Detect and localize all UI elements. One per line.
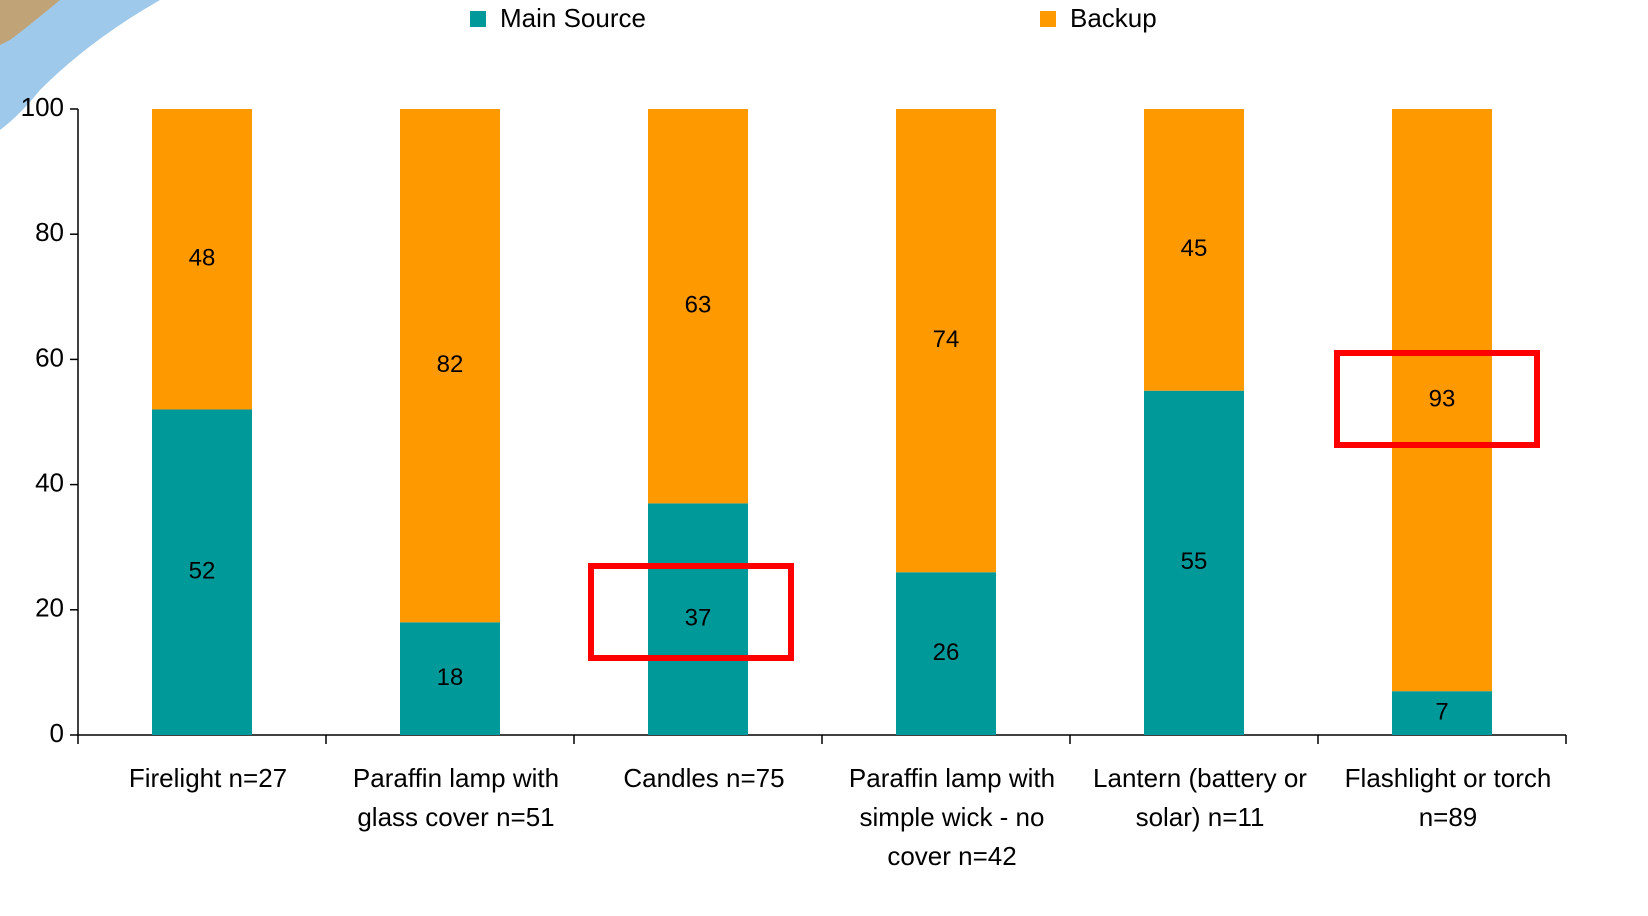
data-label: 52: [189, 558, 216, 585]
data-label: 63: [685, 292, 712, 319]
highlight-box: [1334, 350, 1540, 448]
y-tick-label: 20: [35, 593, 64, 623]
highlight-box: [588, 563, 794, 661]
x-tick-label: Paraffin lamp with simple wick - no cove…: [848, 763, 1056, 871]
x-tick-label: Candles n=75: [623, 763, 785, 793]
x-tick-label: Paraffin lamp with glass cover n=51: [352, 763, 560, 832]
x-tick-label: Firelight n=27: [128, 763, 288, 793]
y-tick-label: 80: [35, 217, 64, 247]
data-label: 82: [437, 351, 464, 378]
bar-segment: [896, 109, 996, 573]
bar-segment: [1392, 109, 1492, 692]
legend-swatch: [470, 11, 486, 27]
data-label: 37: [685, 605, 712, 632]
data-label: 48: [189, 245, 216, 272]
x-tick-label: Flashlight or torch n=89: [1344, 763, 1552, 832]
bar-segment: [648, 503, 748, 735]
data-label: 45: [1181, 235, 1208, 262]
decor-globe: [0, 0, 160, 130]
bar-segment: [896, 572, 996, 735]
legend-swatch: [1040, 11, 1056, 27]
legend-label: Backup: [1070, 3, 1157, 33]
bar-segment: [152, 109, 252, 410]
legend-label: Main Source: [500, 3, 646, 33]
data-label: 7: [1435, 698, 1448, 725]
bar-segment: [400, 622, 500, 735]
y-tick-label: 60: [35, 342, 64, 372]
y-tick-label: 40: [35, 467, 64, 497]
bar-segment: [400, 109, 500, 623]
bar-segment: [152, 409, 252, 735]
y-tick-label: 100: [21, 92, 64, 122]
bar-segment: [1392, 691, 1492, 735]
data-label: 74: [933, 326, 960, 353]
bar-segment: [648, 109, 748, 504]
data-label: 55: [1181, 548, 1208, 575]
x-tick-label: Lantern (battery or solar) n=11: [1093, 763, 1307, 832]
plot: 0 20 40 60 80 100 Main Source Backup 52 48 18 82 37 6…: [21, 3, 1567, 748]
decor-globe-land: [0, 0, 60, 45]
data-label: 26: [933, 639, 960, 666]
data-label: 18: [437, 664, 464, 691]
data-label: 93: [1429, 385, 1456, 412]
y-tick-label: 0: [50, 718, 64, 748]
bar-segment: [1144, 109, 1244, 391]
bar-segment: [1144, 390, 1244, 735]
